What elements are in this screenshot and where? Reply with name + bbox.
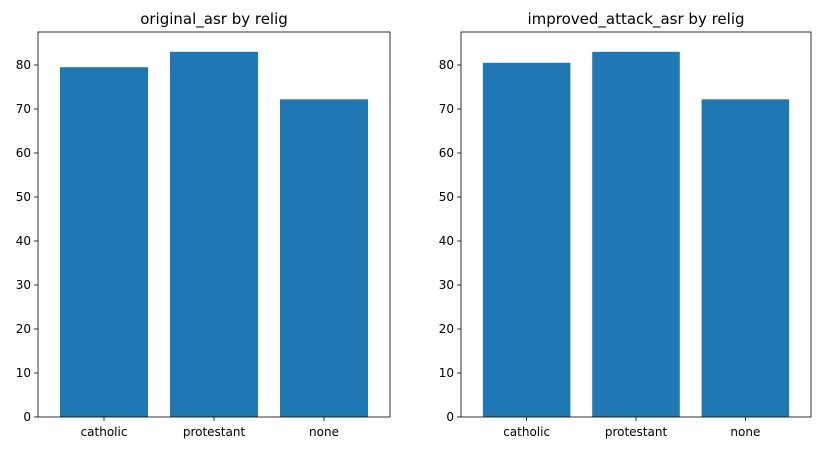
y-tick-label: 0 <box>23 410 31 424</box>
bar-none <box>701 99 790 417</box>
axes-frame <box>460 31 812 418</box>
x-tick-label: none <box>730 425 760 439</box>
y-tick-label: 70 <box>439 102 454 116</box>
bar-protestant <box>170 51 258 418</box>
y-tick-label: 30 <box>439 278 454 292</box>
bar-catholic <box>482 62 571 418</box>
y-tick-label: 70 <box>16 102 31 116</box>
bar-protestant <box>592 51 680 418</box>
y-tick-label: 20 <box>439 322 454 336</box>
x-tick-label: protestant <box>605 425 668 439</box>
y-tick-label: 20 <box>16 322 31 336</box>
y-tick-label: 80 <box>16 58 31 72</box>
bar-none <box>280 99 368 417</box>
y-tick-label: 50 <box>439 190 454 204</box>
y-tick-label: 60 <box>439 146 454 160</box>
y-tick-label: 60 <box>16 146 31 160</box>
chart-panel-original-asr: original_asr by relig catholic protestant… <box>16 10 391 439</box>
y-tick-label: 80 <box>439 58 454 72</box>
x-tick-label: none <box>309 425 339 439</box>
y-tick-label: 10 <box>439 366 454 380</box>
bar-catholic <box>60 67 148 417</box>
chart-title: improved_attack_asr by relig <box>527 10 744 29</box>
x-tick-label: catholic <box>81 425 128 439</box>
y-tick-label: 50 <box>16 190 31 204</box>
x-tick-label: catholic <box>503 425 550 439</box>
y-tick-label: 30 <box>16 278 31 292</box>
axes-frame <box>37 31 391 418</box>
y-tick-label: 10 <box>16 366 31 380</box>
y-tick-label: 40 <box>439 234 454 248</box>
y-tick-label: 0 <box>446 410 454 424</box>
x-tick-label: protestant <box>183 425 246 439</box>
chart-panel-improved-attack-asr: improved_attack_asr by relig catholic pro… <box>439 10 812 439</box>
chart-title: original_asr by relig <box>140 10 288 29</box>
y-tick-label: 40 <box>16 234 31 248</box>
